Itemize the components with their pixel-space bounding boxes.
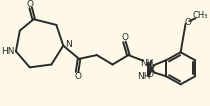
Text: O: O [122,33,129,42]
Text: NH: NH [137,72,150,81]
Text: CH₃: CH₃ [193,11,208,20]
Text: NH: NH [140,59,154,68]
Text: O: O [75,72,81,81]
Text: HN: HN [1,47,15,56]
Text: O: O [26,0,33,9]
Text: O: O [184,18,191,27]
Text: O: O [147,70,154,79]
Text: N: N [65,40,72,49]
